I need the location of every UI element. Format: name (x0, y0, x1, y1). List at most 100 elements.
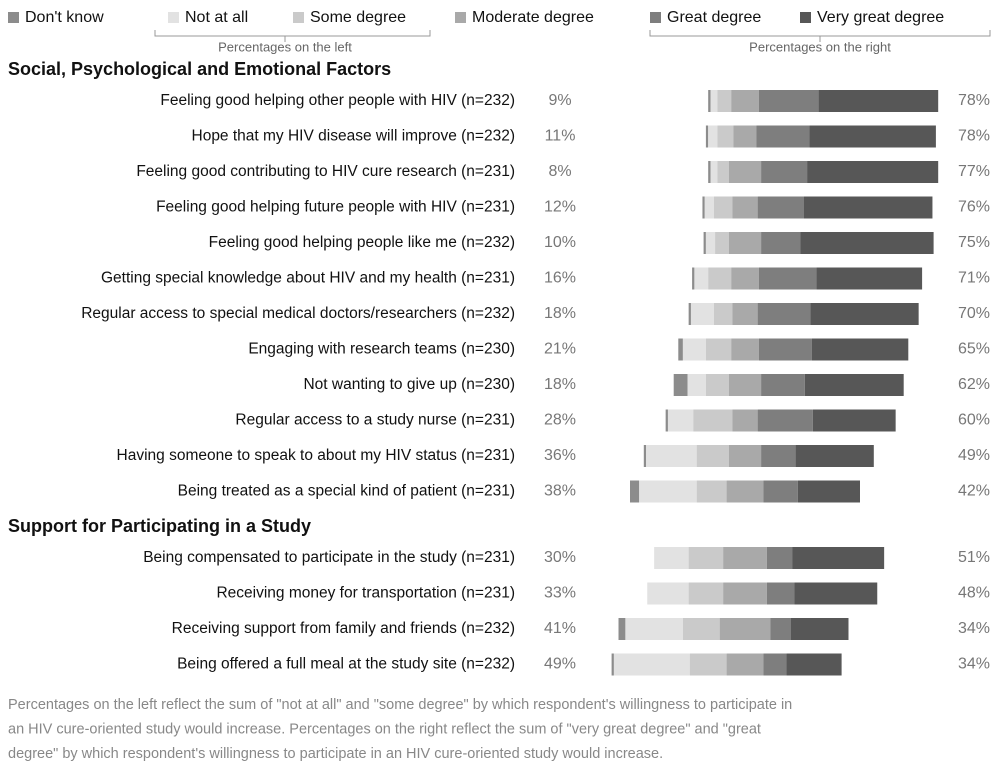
bar-segment (723, 582, 767, 605)
bar-segment (673, 374, 688, 396)
legend-swatch (800, 12, 811, 23)
right-percent: 34% (958, 620, 990, 637)
bar-segment (687, 374, 706, 396)
bar-segment (639, 480, 697, 503)
bar-segment (757, 196, 804, 219)
row-label: Being compensated to participate in the … (143, 549, 515, 566)
left-percent: 28% (544, 412, 576, 429)
footnote: Percentages on the left reflect the sum … (8, 697, 792, 713)
right-percent: 49% (958, 447, 990, 464)
left-percent: 18% (544, 305, 576, 322)
bar-segment (667, 409, 694, 432)
legend-swatch (650, 12, 661, 23)
bar-segment (728, 161, 762, 183)
bar-segment (761, 161, 808, 183)
bar-segment (797, 480, 860, 503)
left-percent: 18% (544, 376, 576, 393)
bar-segment (758, 267, 817, 290)
bar-segment (704, 196, 714, 219)
row-label: Having someone to speak to about my HIV … (117, 447, 515, 464)
row-label: Engaging with research teams (n=230) (248, 341, 515, 358)
bar-segment (800, 232, 934, 254)
bar-segment (678, 338, 683, 361)
bar-segment (713, 303, 733, 325)
bar-segment (809, 125, 936, 148)
bar-segment (647, 582, 689, 605)
footnote: degree" by which respondent's willingnes… (8, 746, 663, 762)
bar-segment (705, 125, 709, 148)
bar-segment (708, 267, 732, 290)
legend-swatch (455, 12, 466, 23)
bar-segment (696, 480, 727, 503)
bar-segment (758, 338, 812, 361)
bar-segment (611, 653, 614, 676)
bar-segment (807, 161, 939, 183)
bar-segment (733, 125, 757, 148)
bar-segment (702, 196, 705, 219)
left-percent: 11% (545, 128, 576, 145)
left-percent: 38% (544, 483, 576, 500)
bar-segment (757, 303, 811, 325)
bar-segment (811, 338, 909, 361)
row-label: Feeling good helping future people with … (156, 199, 515, 216)
bar-segment (728, 445, 762, 467)
right-percent: 51% (958, 549, 990, 566)
right-percent: 65% (958, 341, 990, 358)
bar-segment (665, 409, 668, 432)
bar-segment (693, 409, 733, 432)
row-label: Being treated as a special kind of patie… (178, 483, 515, 500)
bar-segment (726, 480, 764, 503)
bar-segment (758, 90, 819, 112)
left-percent: 9% (548, 92, 571, 109)
bar-segment (756, 125, 810, 148)
row-label: Being offered a full meal at the study s… (177, 656, 515, 673)
legend-label: Don't know (25, 9, 104, 26)
bar-segment (792, 547, 885, 569)
bar-segment (692, 267, 695, 290)
right-percent: 42% (958, 483, 990, 500)
legend-label: Some degree (310, 9, 406, 26)
bar-segment (713, 196, 733, 219)
bar-segment (717, 125, 734, 148)
bar-segment (708, 125, 718, 148)
bar-segment (761, 374, 805, 396)
right-percent: 78% (958, 128, 990, 145)
left-percent: 16% (544, 270, 576, 287)
legend-swatch (293, 12, 304, 23)
left-percent: 49% (544, 656, 576, 673)
left-percent: 12% (544, 199, 576, 216)
left-bracket (154, 30, 431, 42)
bar-segment (766, 547, 793, 569)
right-caption: Percentages on the right (749, 39, 891, 54)
bar-segment (804, 374, 904, 396)
bar-segment (731, 338, 759, 361)
bar-segment (710, 90, 718, 112)
bar-segment (763, 653, 787, 676)
bar-segment (654, 547, 689, 569)
right-percent: 71% (958, 270, 990, 287)
left-percent: 8% (548, 163, 571, 180)
legend-label: Not at all (185, 9, 248, 26)
right-bracket (649, 30, 991, 42)
bar-segment (613, 653, 690, 676)
row-label: Getting special knowledge about HIV and … (101, 270, 515, 287)
legend-label: Great degree (667, 9, 761, 26)
bar-segment (710, 161, 718, 183)
right-percent: 76% (958, 199, 990, 216)
bar-segment (763, 480, 798, 503)
legend-label: Very great degree (817, 9, 944, 26)
left-percent: 21% (544, 341, 576, 358)
bar-segment (723, 547, 767, 569)
row-label: Feeling good helping people like me (n=2… (209, 234, 515, 251)
bar-segment (646, 445, 697, 467)
bar-segment (719, 618, 771, 640)
legend-swatch (168, 12, 179, 23)
bar-segment (794, 582, 878, 605)
bar-segment (703, 232, 706, 254)
bar-segment (618, 618, 626, 640)
bar-segment (786, 653, 842, 676)
bar-segment (731, 90, 759, 112)
bar-segment (715, 232, 729, 254)
bar-segment (816, 267, 923, 290)
left-percent: 33% (544, 585, 576, 602)
